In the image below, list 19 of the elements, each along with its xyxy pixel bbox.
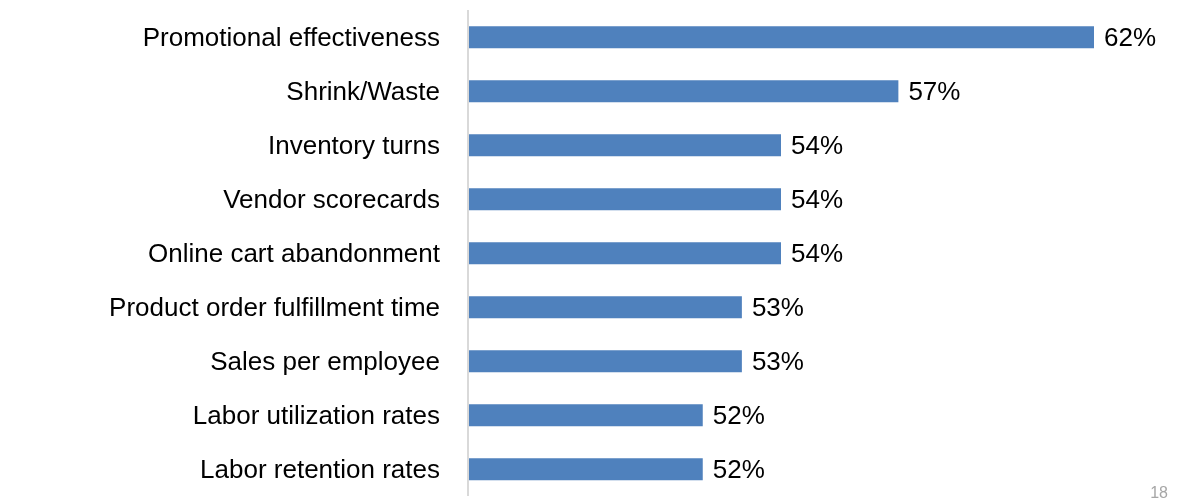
data-label: 54% [791, 130, 844, 161]
y-tick-label: Vendor scorecards [223, 184, 440, 215]
y-tick-label: Inventory turns [268, 130, 440, 161]
data-label: 52% [712, 400, 765, 431]
y-tick-label: Labor retention rates [200, 454, 440, 485]
data-label: 53% [751, 346, 804, 377]
y-tick-label: Online cart abandonment [148, 238, 441, 269]
data-label: 54% [791, 238, 844, 269]
y-tick-label: Promotional effectiveness [142, 22, 440, 53]
y-tick-label: Sales per employee [210, 346, 440, 377]
data-label: 53% [751, 292, 804, 323]
data-label: 54% [791, 184, 844, 215]
text: 18 [1150, 484, 1168, 498]
y-tick-label: Labor utilization rates [192, 400, 440, 431]
data-label: 62% [1104, 22, 1157, 53]
data-label: 57% [908, 76, 961, 107]
data-label: 52% [712, 454, 765, 485]
y-tick-label: Product order fulfillment time [109, 292, 440, 323]
y-tick-label: Shrink/Waste [286, 76, 440, 107]
